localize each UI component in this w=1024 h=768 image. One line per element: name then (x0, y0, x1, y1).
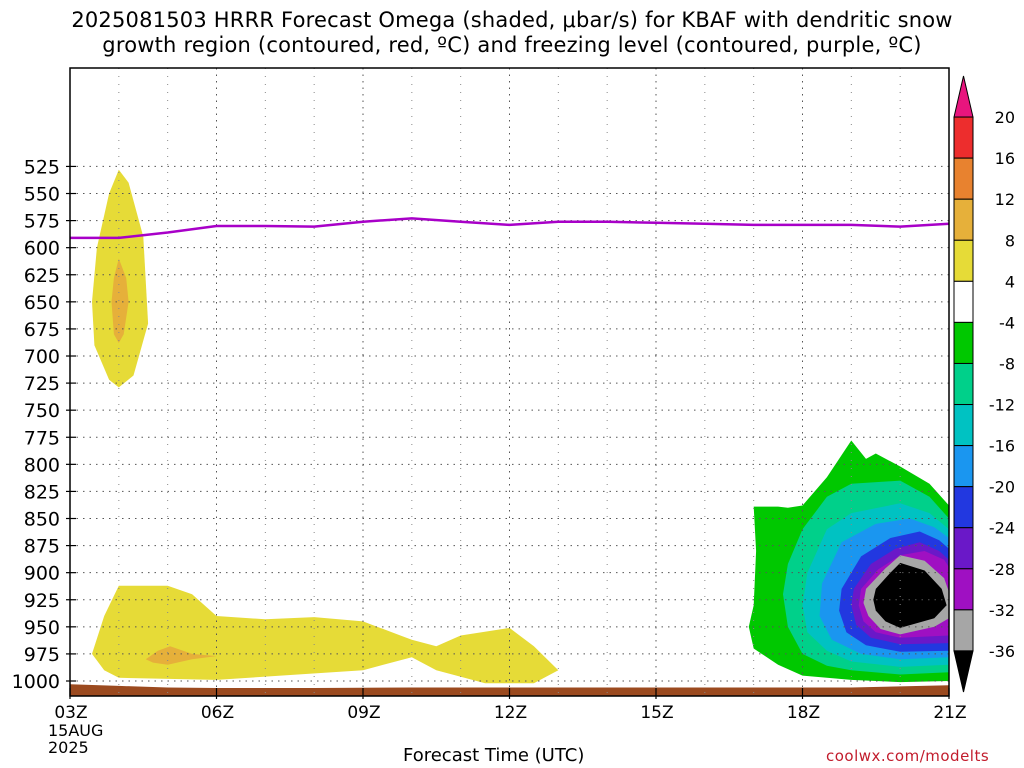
y-tick-label-900: 900 (24, 563, 60, 585)
colorbar-label-1: 20 (995, 108, 1015, 127)
chart-title-line-1: 2025081503 HRRR Forecast Omega (shaded, … (71, 8, 953, 32)
colorbar-bin-11 (953, 486, 974, 529)
colorbar-label-8: -12 (989, 396, 1015, 415)
colorbar-bin-2 (953, 116, 974, 159)
chart-title-line-2: growth region (contoured, red, ºC) and f… (102, 33, 922, 57)
y-tick-label-700: 700 (24, 346, 60, 368)
colorbar-bin-14 (953, 609, 974, 652)
freezing-level-line (70, 217, 950, 240)
colorbar-bin-5 (953, 239, 974, 282)
x-tick-label-12Z: 12Z (494, 703, 527, 723)
x-tick-label-03Z: 03Z (54, 703, 87, 723)
y-tick-label-650: 650 (24, 292, 60, 314)
y-tick-label-775: 775 (24, 427, 60, 449)
colorbar-bin-10 (953, 445, 974, 488)
y-tick-label-625: 625 (24, 265, 60, 287)
x-tick-label-15Z: 15Z (640, 703, 673, 723)
omega-region-13 (873, 562, 947, 628)
colorbar-label-11: -24 (989, 519, 1015, 538)
colorbar-bin-1 (953, 75, 974, 118)
colorbar-label-10: -20 (989, 478, 1015, 497)
omega-shading-layer (92, 169, 949, 684)
x-date-label-1: 15AUG (48, 721, 103, 740)
x-tick-label-06Z: 06Z (201, 703, 234, 723)
omega-region-4 (145, 646, 217, 665)
colorbar-label-2: 16 (995, 149, 1015, 168)
y-tick-label-725: 725 (24, 373, 60, 395)
y-tick-label-550: 550 (24, 184, 60, 206)
x-tick-label-18Z: 18Z (787, 703, 820, 723)
y-tick-label-750: 750 (24, 400, 60, 422)
colorbar-label-13: -32 (989, 601, 1015, 620)
y-tick-label-800: 800 (24, 454, 60, 476)
chart-title: 2025081503 HRRR Forecast Omega (shaded, … (0, 8, 1024, 58)
colorbar-label-9: -16 (989, 437, 1015, 456)
colorbar-bin-4 (953, 198, 974, 241)
colorbar-bin-13 (953, 568, 974, 611)
y-tick-label-575: 575 (24, 211, 60, 233)
colorbar-label-7: -8 (999, 354, 1015, 373)
colorbar-label-3: 12 (995, 190, 1015, 209)
colorbar-label-6: -4 (999, 313, 1015, 332)
freezing-level-layer (70, 217, 950, 240)
colorbar-label-4: 8 (1005, 231, 1015, 250)
colorbar-label-5: 4 (1005, 272, 1015, 291)
y-tick-label-825: 825 (24, 481, 60, 503)
omega-region-2 (111, 258, 129, 343)
x-axis-title: Forecast Time (UTC) (403, 745, 585, 766)
colorbar-bin-12 (953, 527, 974, 570)
colorbar-bin-15 (953, 650, 974, 693)
y-tick-label-600: 600 (24, 238, 60, 260)
y-tick-label-1000: 1000 (12, 671, 60, 693)
y-axis: 525 550 575 600 625 650 675 700 725 750 775 800 825 8… (12, 156, 76, 693)
colorbar-bin-8 (953, 362, 974, 406)
y-tick-label-675: 675 (24, 319, 60, 341)
colorbar-label-14: -36 (989, 642, 1015, 661)
x-tick-label-09Z: 09Z (347, 703, 380, 723)
x-tick-label-21Z: 21Z (933, 703, 966, 723)
x-date-label-2: 2025 (48, 738, 89, 757)
colorbar-bin-3 (953, 157, 974, 200)
y-tick-label-925: 925 (24, 590, 60, 612)
source-credit: coolwx.com/modelts (826, 747, 990, 765)
colorbar-label-12: -28 (989, 560, 1015, 579)
colorbar-bin-6 (953, 280, 974, 323)
y-tick-label-950: 950 (24, 617, 60, 639)
colorbar-bin-7 (953, 321, 974, 364)
y-tick-label-850: 850 (24, 509, 60, 531)
colorbar-bin-9 (953, 404, 974, 447)
grid-layer (70, 68, 949, 696)
y-tick-label-975: 975 (24, 644, 60, 666)
y-tick-label-875: 875 (24, 536, 60, 558)
omega-region-3 (92, 585, 559, 684)
colorbar: 20 16 12 8 4 -4 -8 -12 -16 -20 -24 -28 -32 -36 (953, 75, 1015, 693)
y-tick-label-525: 525 (24, 156, 60, 178)
